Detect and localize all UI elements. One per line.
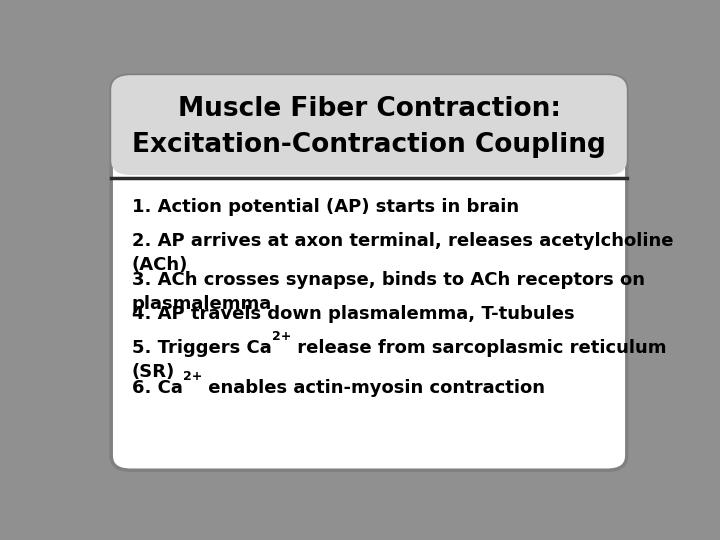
Text: plasmalemma: plasmalemma: [132, 295, 272, 313]
Text: Muscle Fiber Contraction:: Muscle Fiber Contraction:: [178, 96, 560, 122]
Text: 6. Ca: 6. Ca: [132, 379, 183, 397]
Text: enables actin-myosin contraction: enables actin-myosin contraction: [202, 379, 545, 397]
Text: 3. ACh crosses synapse, binds to ACh receptors on: 3. ACh crosses synapse, binds to ACh rec…: [132, 271, 645, 289]
FancyBboxPatch shape: [111, 75, 627, 175]
FancyBboxPatch shape: [111, 75, 627, 470]
Text: (ACh): (ACh): [132, 256, 188, 274]
Text: 2+: 2+: [271, 330, 291, 343]
Text: 5. Triggers Ca: 5. Triggers Ca: [132, 339, 271, 357]
Text: 2. AP arrives at axon terminal, releases acetylcholine: 2. AP arrives at axon terminal, releases…: [132, 232, 673, 250]
Text: 4. AP travels down plasmalemma, T-tubules: 4. AP travels down plasmalemma, T-tubule…: [132, 305, 575, 323]
Text: (SR): (SR): [132, 363, 175, 381]
Text: Excitation-Contraction Coupling: Excitation-Contraction Coupling: [132, 132, 606, 158]
Text: release from sarcoplasmic reticulum: release from sarcoplasmic reticulum: [291, 339, 667, 357]
Text: 1. Action potential (AP) starts in brain: 1. Action potential (AP) starts in brain: [132, 198, 519, 216]
Text: 2+: 2+: [183, 369, 202, 382]
